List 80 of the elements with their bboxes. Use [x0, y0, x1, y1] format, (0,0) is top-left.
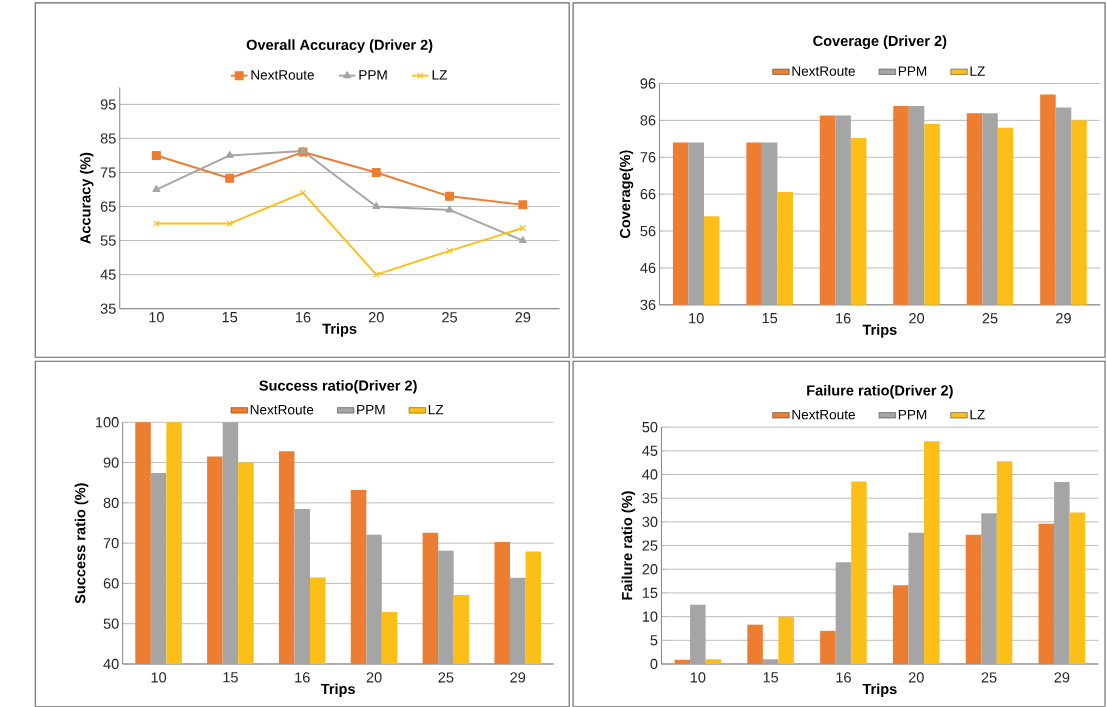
x-tick-label: 20 [366, 672, 382, 683]
x-tick-label: 15 [223, 672, 238, 683]
legend-label: PPM [359, 70, 387, 80]
x-axis-title: Trips [862, 683, 897, 698]
y-tick-label: 5 [650, 635, 658, 646]
legend-label: LZ [428, 405, 444, 415]
x-tick-label: 15 [222, 312, 238, 323]
y-tick-label: 10 [642, 611, 658, 622]
y-tick-label: 56 [640, 226, 656, 237]
y-tick-label: 40 [642, 469, 658, 480]
y-tick-label: 35 [100, 303, 116, 314]
x-tick-label: 15 [763, 672, 779, 683]
y-axis-title: Success ratio (%) [74, 483, 89, 604]
y-tick-label: 86 [640, 115, 656, 126]
y-tick-label: 76 [640, 152, 656, 163]
x-tick-label: 15 [762, 313, 778, 324]
y-tick-label: 45 [642, 445, 658, 457]
legend-label: PPM [898, 66, 927, 76]
x-tick-label: 10 [689, 313, 704, 324]
y-tick-label: 0 [650, 658, 658, 670]
legend-label: NextRoute [792, 66, 855, 77]
chart-title: Overall Accuracy (Driver 2) [246, 39, 433, 53]
x-tick-label: 29 [1054, 672, 1070, 683]
y-tick-label: 30 [642, 516, 658, 528]
x-tick-label: 16 [836, 672, 851, 683]
chart-title: Coverage (Driver 2) [813, 35, 947, 50]
chart-title: Failure ratio(Driver 2) [807, 385, 953, 399]
y-tick-label: 60 [103, 578, 119, 589]
y-tick-label: 25 [642, 540, 658, 551]
y-tick-label: 45 [100, 269, 116, 280]
x-tick-label: 29 [1056, 313, 1071, 324]
x-tick-label: 20 [368, 312, 384, 323]
legend-label: PPM [898, 410, 927, 420]
legend-label: PPM [357, 405, 385, 415]
x-axis-title: Trips [322, 323, 357, 337]
y-tick-label: 75 [100, 167, 116, 178]
legend-label: LZ [970, 410, 985, 420]
y-tick-label: 70 [103, 538, 119, 549]
y-tick-label: 20 [642, 564, 658, 575]
y-axis-title: Coverage(%) [619, 150, 634, 239]
x-tick-label: 29 [515, 312, 531, 323]
y-tick-label: 90 [103, 457, 119, 468]
y-tick-label: 35 [642, 493, 658, 504]
y-tick-label: 50 [642, 422, 658, 433]
legend-label: LZ [432, 70, 447, 80]
y-axis-title: Failure ratio (%) [621, 491, 636, 600]
y-tick-label: 65 [100, 201, 116, 212]
y-tick-label: 95 [100, 99, 116, 110]
y-tick-label: 40 [103, 658, 119, 670]
x-tick-label: 25 [438, 672, 454, 683]
x-tick-label: 25 [982, 313, 998, 324]
legend-label: LZ [970, 66, 985, 76]
x-tick-label: 20 [909, 313, 925, 324]
x-tick-label: 16 [295, 672, 310, 683]
y-tick-label: 46 [640, 262, 656, 274]
x-tick-label: 10 [690, 672, 706, 683]
x-tick-label: 10 [149, 312, 164, 323]
chart-title: Success ratio(Driver 2) [259, 380, 417, 394]
y-tick-label: 100 [96, 417, 119, 428]
x-tick-label: 25 [981, 672, 997, 683]
y-tick-label: 96 [640, 78, 656, 89]
y-tick-label: 15 [642, 587, 658, 599]
x-tick-label: 16 [295, 312, 311, 323]
legend-label: NextRoute [250, 405, 314, 415]
x-axis-title: Trips [862, 324, 897, 338]
y-tick-label: 36 [640, 299, 656, 311]
legend-label: NextRoute [792, 410, 855, 420]
y-tick-label: 55 [100, 235, 116, 246]
legend-label: NextRoute [251, 70, 314, 80]
y-axis-title: Accuracy (%) [79, 152, 94, 244]
y-tick-label: 50 [103, 618, 119, 629]
x-tick-label: 20 [908, 672, 924, 683]
y-tick-label: 85 [100, 133, 116, 144]
y-tick-label: 66 [640, 189, 656, 200]
y-tick-label: 80 [103, 497, 119, 509]
x-tick-label: 29 [510, 672, 526, 683]
x-tick-label: 25 [442, 312, 458, 323]
x-tick-label: 16 [836, 313, 851, 324]
x-tick-label: 10 [151, 672, 167, 683]
x-axis-title: Trips [320, 683, 355, 698]
